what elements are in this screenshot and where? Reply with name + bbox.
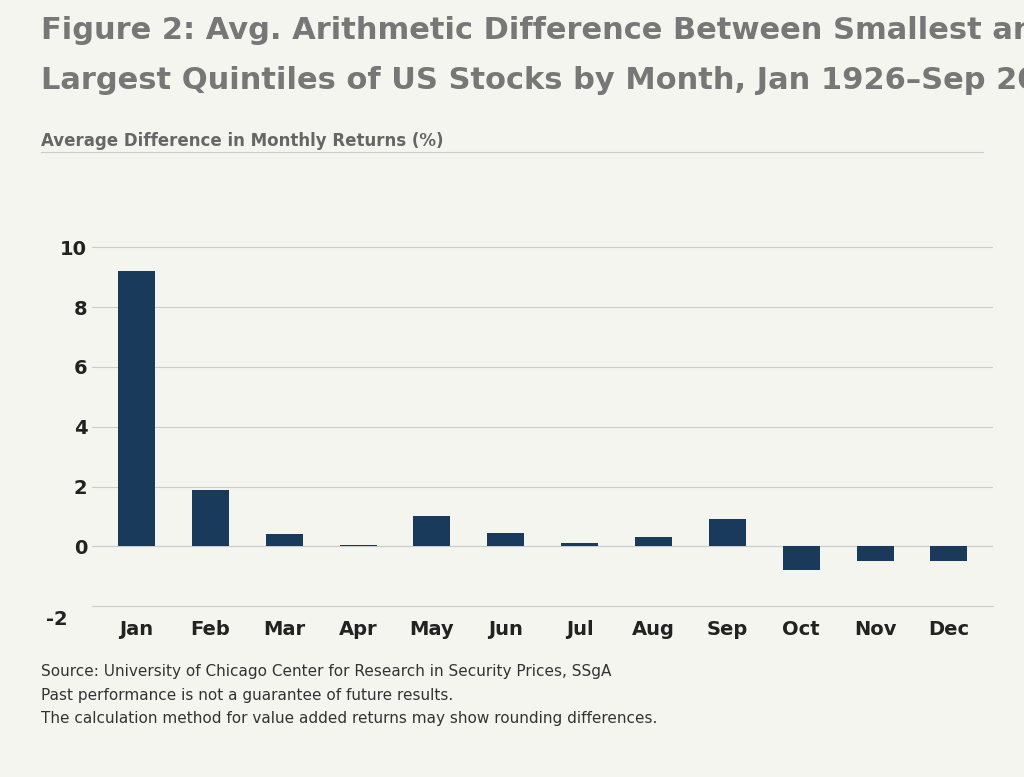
Bar: [414, 517, 451, 546]
Bar: [782, 546, 819, 570]
Bar: [931, 546, 968, 561]
Text: -2: -2: [46, 610, 68, 629]
Bar: [635, 538, 672, 546]
Text: Largest Quintiles of US Stocks by Month, Jan 1926–Sep 2013: Largest Quintiles of US Stocks by Month,…: [41, 66, 1024, 95]
Text: Past performance is not a guarantee of future results.: Past performance is not a guarantee of f…: [41, 688, 454, 702]
Bar: [709, 519, 745, 546]
Bar: [266, 535, 303, 546]
Bar: [487, 533, 524, 546]
Bar: [191, 490, 228, 546]
Bar: [340, 545, 377, 546]
Text: The calculation method for value added returns may show rounding differences.: The calculation method for value added r…: [41, 711, 657, 726]
Text: Figure 2: Avg. Arithmetic Difference Between Smallest and: Figure 2: Avg. Arithmetic Difference Bet…: [41, 16, 1024, 44]
Bar: [857, 546, 894, 561]
Text: Source: University of Chicago Center for Research in Security Prices, SSgA: Source: University of Chicago Center for…: [41, 664, 611, 679]
Bar: [561, 543, 598, 546]
Text: Average Difference in Monthly Returns (%): Average Difference in Monthly Returns (%…: [41, 132, 443, 150]
Bar: [118, 271, 155, 546]
